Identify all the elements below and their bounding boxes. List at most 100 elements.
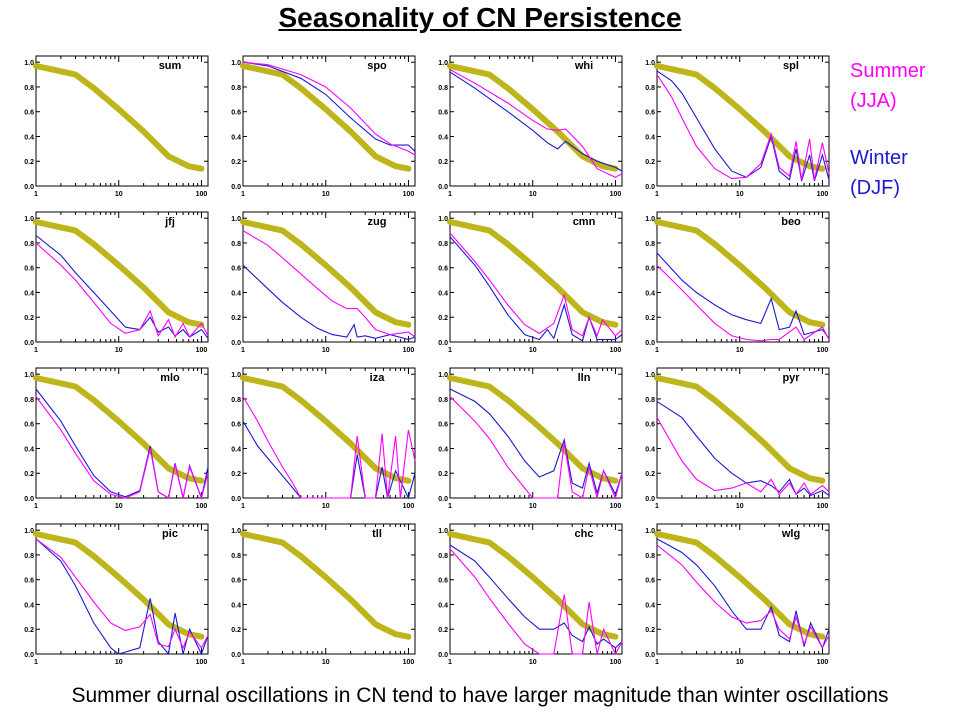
winter-series-line bbox=[242, 61, 416, 152]
y-tick-label: 0.4 bbox=[438, 446, 448, 453]
y-tick-label: 0.0 bbox=[645, 652, 655, 659]
reference-series-line bbox=[654, 374, 826, 484]
legend-winter-label: Winter bbox=[850, 147, 908, 169]
y-tick-label: 0.2 bbox=[231, 471, 241, 478]
y-tick-label: 0.0 bbox=[24, 652, 34, 659]
y-tick-label: 0.6 bbox=[24, 110, 34, 117]
panel-frame bbox=[449, 367, 623, 499]
y-tick-label: 0.6 bbox=[645, 110, 655, 117]
x-tick-label: 10 bbox=[736, 191, 744, 198]
panel-frame bbox=[449, 211, 623, 343]
panel-site-label: wlg bbox=[781, 528, 800, 540]
y-tick-label: 0.4 bbox=[231, 290, 241, 297]
summer-series-line bbox=[656, 74, 830, 180]
y-tick-label: 0.2 bbox=[24, 315, 34, 322]
y-tick-label: 0.4 bbox=[24, 446, 34, 453]
y-tick-label: 0.2 bbox=[438, 627, 448, 634]
x-tick-label: 100 bbox=[817, 191, 829, 198]
y-tick-label: 0.2 bbox=[438, 315, 448, 322]
y-tick-label: 0.2 bbox=[645, 471, 655, 478]
x-tick-label: 1 bbox=[655, 659, 659, 666]
panel-frame bbox=[656, 523, 830, 655]
y-tick-label: 1.0 bbox=[438, 60, 448, 67]
y-tick-label: 0.0 bbox=[24, 340, 34, 347]
y-tick-label: 1.0 bbox=[438, 216, 448, 223]
panel-mlo: 0.0 0.2 0.4 0.6 0.8 1.0 1 10 100 mlo bbox=[24, 367, 209, 510]
y-tick-label: 0.4 bbox=[24, 134, 34, 141]
y-tick-label: 0.6 bbox=[231, 578, 241, 585]
y-tick-label: 0.4 bbox=[645, 134, 655, 141]
winter-series-line bbox=[656, 400, 830, 497]
x-tick-label: 1 bbox=[655, 503, 659, 510]
x-tick-label: 10 bbox=[322, 347, 330, 354]
y-tick-label: 0.4 bbox=[231, 446, 241, 453]
x-tick-label: 100 bbox=[610, 503, 622, 510]
x-tick-label: 10 bbox=[529, 347, 537, 354]
y-tick-label: 0.6 bbox=[645, 266, 655, 273]
y-tick-label: 0.8 bbox=[438, 85, 448, 92]
y-tick-label: 0.6 bbox=[24, 422, 34, 429]
panel-tll: 0.0 0.2 0.4 0.6 0.8 1.0 1 10 100 tll bbox=[231, 523, 416, 666]
y-tick-label: 0.0 bbox=[438, 340, 448, 347]
panel-frame bbox=[656, 211, 830, 343]
y-tick-label: 0.0 bbox=[24, 496, 34, 503]
y-tick-label: 0.2 bbox=[231, 627, 241, 634]
y-tick-label: 0.0 bbox=[645, 496, 655, 503]
summer-series-line bbox=[242, 396, 416, 499]
panel-frame bbox=[35, 211, 209, 343]
reference-series-line bbox=[33, 218, 205, 328]
panel-frame bbox=[35, 523, 209, 655]
winter-series-line bbox=[656, 70, 830, 182]
y-tick-label: 0.6 bbox=[438, 110, 448, 117]
y-tick-label: 0.6 bbox=[645, 422, 655, 429]
panel-site-label: pyr bbox=[782, 372, 800, 384]
panel-chc: 0.0 0.2 0.4 0.6 0.8 1.0 1 10 100 chc bbox=[438, 523, 623, 666]
y-tick-label: 1.0 bbox=[438, 372, 448, 379]
y-tick-label: 1.0 bbox=[24, 216, 34, 223]
y-tick-label: 0.8 bbox=[231, 553, 241, 560]
panel-spl: 0.0 0.2 0.4 0.6 0.8 1.0 1 10 100 spl bbox=[645, 55, 830, 198]
caption: Summer diurnal oscillations in CN tend t… bbox=[71, 684, 889, 707]
y-tick-label: 1.0 bbox=[645, 372, 655, 379]
panel-whi: 0.0 0.2 0.4 0.6 0.8 1.0 1 10 100 whi bbox=[438, 55, 623, 198]
summer-series-line bbox=[449, 396, 623, 500]
x-tick-label: 100 bbox=[403, 347, 415, 354]
y-tick-label: 0.2 bbox=[645, 627, 655, 634]
panel-site-label: sum bbox=[159, 60, 182, 72]
reference-series-line bbox=[240, 218, 412, 328]
x-tick-label: 1 bbox=[655, 347, 659, 354]
panel-site-label: tll bbox=[372, 528, 382, 540]
y-tick-label: 1.0 bbox=[645, 60, 655, 67]
x-tick-label: 1 bbox=[448, 503, 452, 510]
reference-series-line bbox=[33, 530, 205, 640]
panel-frame bbox=[656, 367, 830, 499]
panel-site-label: cmn bbox=[573, 216, 596, 228]
y-tick-label: 1.0 bbox=[24, 372, 34, 379]
x-tick-label: 1 bbox=[34, 347, 38, 354]
panel-site-label: spl bbox=[783, 60, 799, 72]
summer-series-line bbox=[242, 61, 416, 156]
winter-series-line bbox=[35, 235, 209, 339]
reference-series-line bbox=[447, 530, 619, 640]
y-tick-label: 0.6 bbox=[645, 578, 655, 585]
y-tick-label: 0.8 bbox=[645, 85, 655, 92]
summer-series-line bbox=[449, 232, 623, 338]
x-tick-label: 1 bbox=[34, 659, 38, 666]
summer-series-line bbox=[656, 417, 830, 496]
y-tick-label: 1.0 bbox=[645, 528, 655, 535]
x-tick-label: 100 bbox=[196, 503, 208, 510]
y-tick-label: 0.6 bbox=[24, 578, 34, 585]
y-tick-label: 0.0 bbox=[438, 184, 448, 191]
y-tick-label: 0.0 bbox=[231, 496, 241, 503]
summer-series-line bbox=[35, 242, 209, 339]
x-tick-label: 10 bbox=[115, 347, 123, 354]
y-tick-label: 0.2 bbox=[438, 159, 448, 166]
y-tick-label: 1.0 bbox=[231, 60, 241, 67]
panel-beo: 0.0 0.2 0.4 0.6 0.8 1.0 1 10 100 beo bbox=[645, 211, 830, 354]
y-tick-label: 0.8 bbox=[24, 553, 34, 560]
y-tick-label: 1.0 bbox=[231, 216, 241, 223]
x-tick-label: 1 bbox=[34, 191, 38, 198]
y-tick-label: 0.8 bbox=[24, 397, 34, 404]
y-tick-label: 0.4 bbox=[645, 602, 655, 609]
